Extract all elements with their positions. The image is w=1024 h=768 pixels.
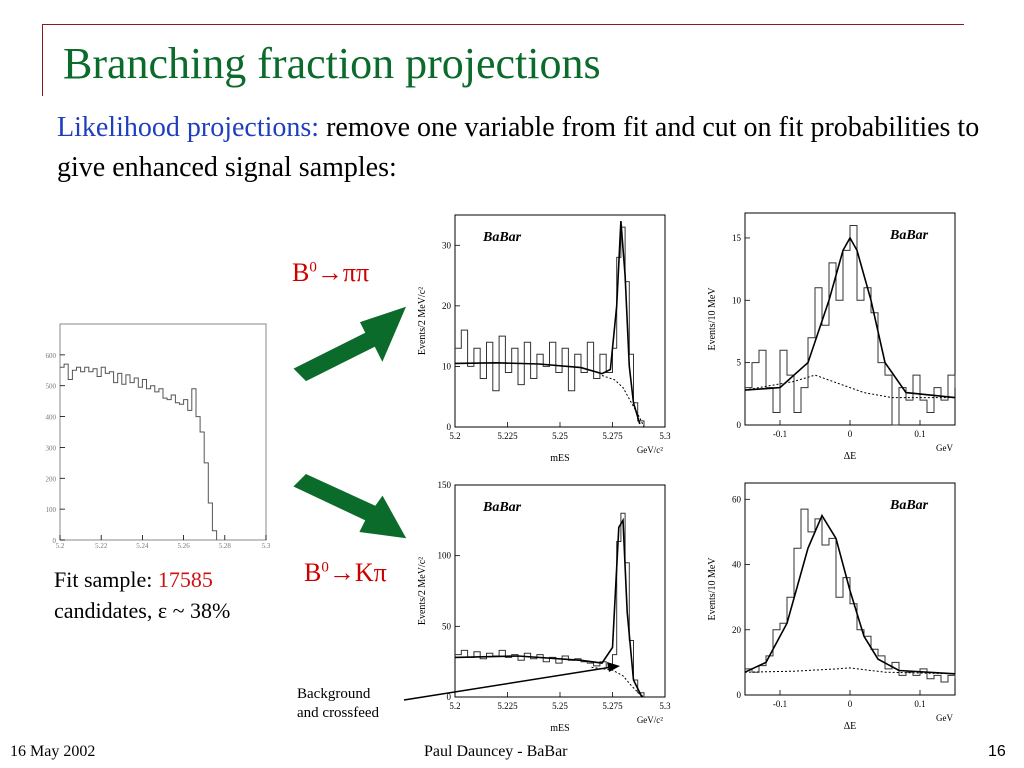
x-tick-label: 5.3 <box>659 701 671 711</box>
fit-curve <box>744 236 956 399</box>
x-axis-unit: GeV <box>936 443 953 453</box>
chart-fit-sample: 0 100 200 300 400 500 600 5.2 5.22 5.24 5.26 5.28 5.… <box>46 323 271 550</box>
y-tick-label: 30 <box>442 240 452 250</box>
footer-page-number: 16 <box>988 743 1006 760</box>
y-axis-label: Events/2 MeV/c² <box>417 557 428 625</box>
subtitle-text: remove one variable from fit and cut on … <box>57 112 980 183</box>
decay-label-pipi: B0→ππ <box>292 258 370 287</box>
y-tick-label: 0 <box>447 422 452 432</box>
fit-curve <box>744 513 956 675</box>
x-axis-label: ΔE <box>844 721 857 730</box>
x-tick-label: 0.1 <box>914 429 925 439</box>
arrow-down-right-icon <box>293 474 407 539</box>
y-tick-label: 0 <box>737 420 742 430</box>
arrows-layer <box>293 306 407 539</box>
background-curve <box>601 375 645 428</box>
footer-author: Paul Dauncey - BaBar <box>424 743 568 760</box>
y-tick-label: 5 <box>737 358 742 368</box>
background-curve <box>744 374 955 399</box>
chart-title: BaBar <box>889 228 929 243</box>
x-tick-label: 0 <box>848 699 853 709</box>
x-tick-label: 5.25 <box>552 701 568 711</box>
x-tick-label: 0.1 <box>914 699 925 709</box>
y-tick-label: 500 <box>46 383 57 391</box>
slide-subtitle: Likelihood projections: remove one varia… <box>57 108 987 188</box>
fit-count: 17585 <box>157 567 213 592</box>
x-tick-label: 5.26 <box>177 542 190 550</box>
y-tick-label: 50 <box>442 621 452 631</box>
x-axis-label: mES <box>550 453 569 464</box>
y-tick-label: 40 <box>732 560 742 570</box>
decay-label-kpi: B0→Kπ <box>304 558 387 587</box>
y-tick-label: 10 <box>442 361 452 371</box>
y-tick-label: 300 <box>46 444 57 452</box>
x-axis-label: mES <box>550 723 569 734</box>
background-pointer <box>403 662 620 701</box>
x-tick-label: 5.25 <box>552 431 568 441</box>
y-tick-label: 15 <box>732 233 742 243</box>
chart-kpi-de: 0 20 40 60 -0.1 0 0.1 BaBar ΔE GeV Events/10 MeV <box>707 482 956 730</box>
histogram-series <box>745 508 956 683</box>
chart-pipi-de: 0 5 10 15 -0.1 0 0.1 BaBar ΔE GeV Events/10 MeV <box>707 212 956 460</box>
x-tick-label: 5.28 <box>219 542 232 550</box>
x-tick-label: 5.225 <box>497 701 518 711</box>
x-tick-label: 5.3 <box>659 431 671 441</box>
x-tick-label: 5.22 <box>95 542 108 550</box>
fit-curve <box>454 517 643 698</box>
x-axis-unit: GeV/c² <box>637 715 663 725</box>
x-tick-label: 5.275 <box>602 701 623 711</box>
fit-sample-note: Fit sample: 17585 candidates, ε ~ 38% <box>54 567 231 623</box>
x-tick-label: 0 <box>848 429 853 439</box>
arrow-up-right-icon <box>293 306 406 382</box>
x-tick-label: 5.225 <box>497 431 518 441</box>
footer-date: 16 May 2002 <box>10 743 96 760</box>
x-tick-label: 5.2 <box>449 701 460 711</box>
background-note: Background and crossfeed <box>297 686 380 721</box>
x-tick-label: -0.1 <box>773 429 787 439</box>
histogram-series <box>745 225 956 426</box>
x-axis-label: ΔE <box>844 451 857 460</box>
x-tick-label: 5.275 <box>602 431 623 441</box>
chart-pipi-mes: 0 10 20 30 5.2 5.225 5.25 5.275 5.3 BaBar mES GeV/c… <box>417 214 671 464</box>
y-tick-label: 200 <box>46 475 57 483</box>
y-axis-label: Events/10 MeV <box>707 557 718 621</box>
y-tick-label: 600 <box>46 352 57 360</box>
y-axis-label: Events/2 MeV/c² <box>417 287 428 355</box>
y-tick-label: 20 <box>442 301 452 311</box>
y-tick-label: 10 <box>732 295 742 305</box>
header-rule <box>42 24 964 25</box>
y-tick-label: 20 <box>732 625 742 635</box>
y-tick-label: 100 <box>46 506 57 514</box>
plot-frame <box>59 323 267 541</box>
histogram-series <box>455 226 645 427</box>
x-axis-unit: GeV <box>936 713 953 723</box>
x-tick-label: 5.2 <box>449 431 460 441</box>
chart-title: BaBar <box>889 498 929 513</box>
x-tick-label: 5.24 <box>136 542 149 550</box>
y-axis-label: Events/10 MeV <box>707 287 718 351</box>
chart-kpi-mes: 0 50 100 150 5.2 5.225 5.25 5.275 5.3 BaBar mES GeV… <box>417 480 671 734</box>
y-tick-label: 60 <box>732 494 742 504</box>
y-tick-label: 0 <box>737 690 742 700</box>
subtitle-highlight: Likelihood projections: <box>57 112 320 143</box>
y-tick-label: 100 <box>438 551 452 561</box>
fit-curve <box>454 221 641 425</box>
histogram-series <box>60 363 218 540</box>
background-curve <box>744 667 956 675</box>
x-tick-label: 5.2 <box>56 542 65 550</box>
x-tick-label: -0.1 <box>773 699 787 709</box>
y-tick-label: 150 <box>438 480 452 490</box>
header-left-rule <box>42 24 43 96</box>
chart-title: BaBar <box>482 230 522 245</box>
x-tick-label: 5.3 <box>262 542 271 550</box>
histogram-series <box>455 512 645 697</box>
x-axis-unit: GeV/c² <box>637 445 663 455</box>
y-tick-label: 400 <box>46 414 57 422</box>
y-tick-label: 0 <box>447 692 452 702</box>
y-tick-label: 0 <box>53 537 57 545</box>
slide-title: Branching fraction projections <box>63 39 601 88</box>
chart-title: BaBar <box>482 500 522 515</box>
